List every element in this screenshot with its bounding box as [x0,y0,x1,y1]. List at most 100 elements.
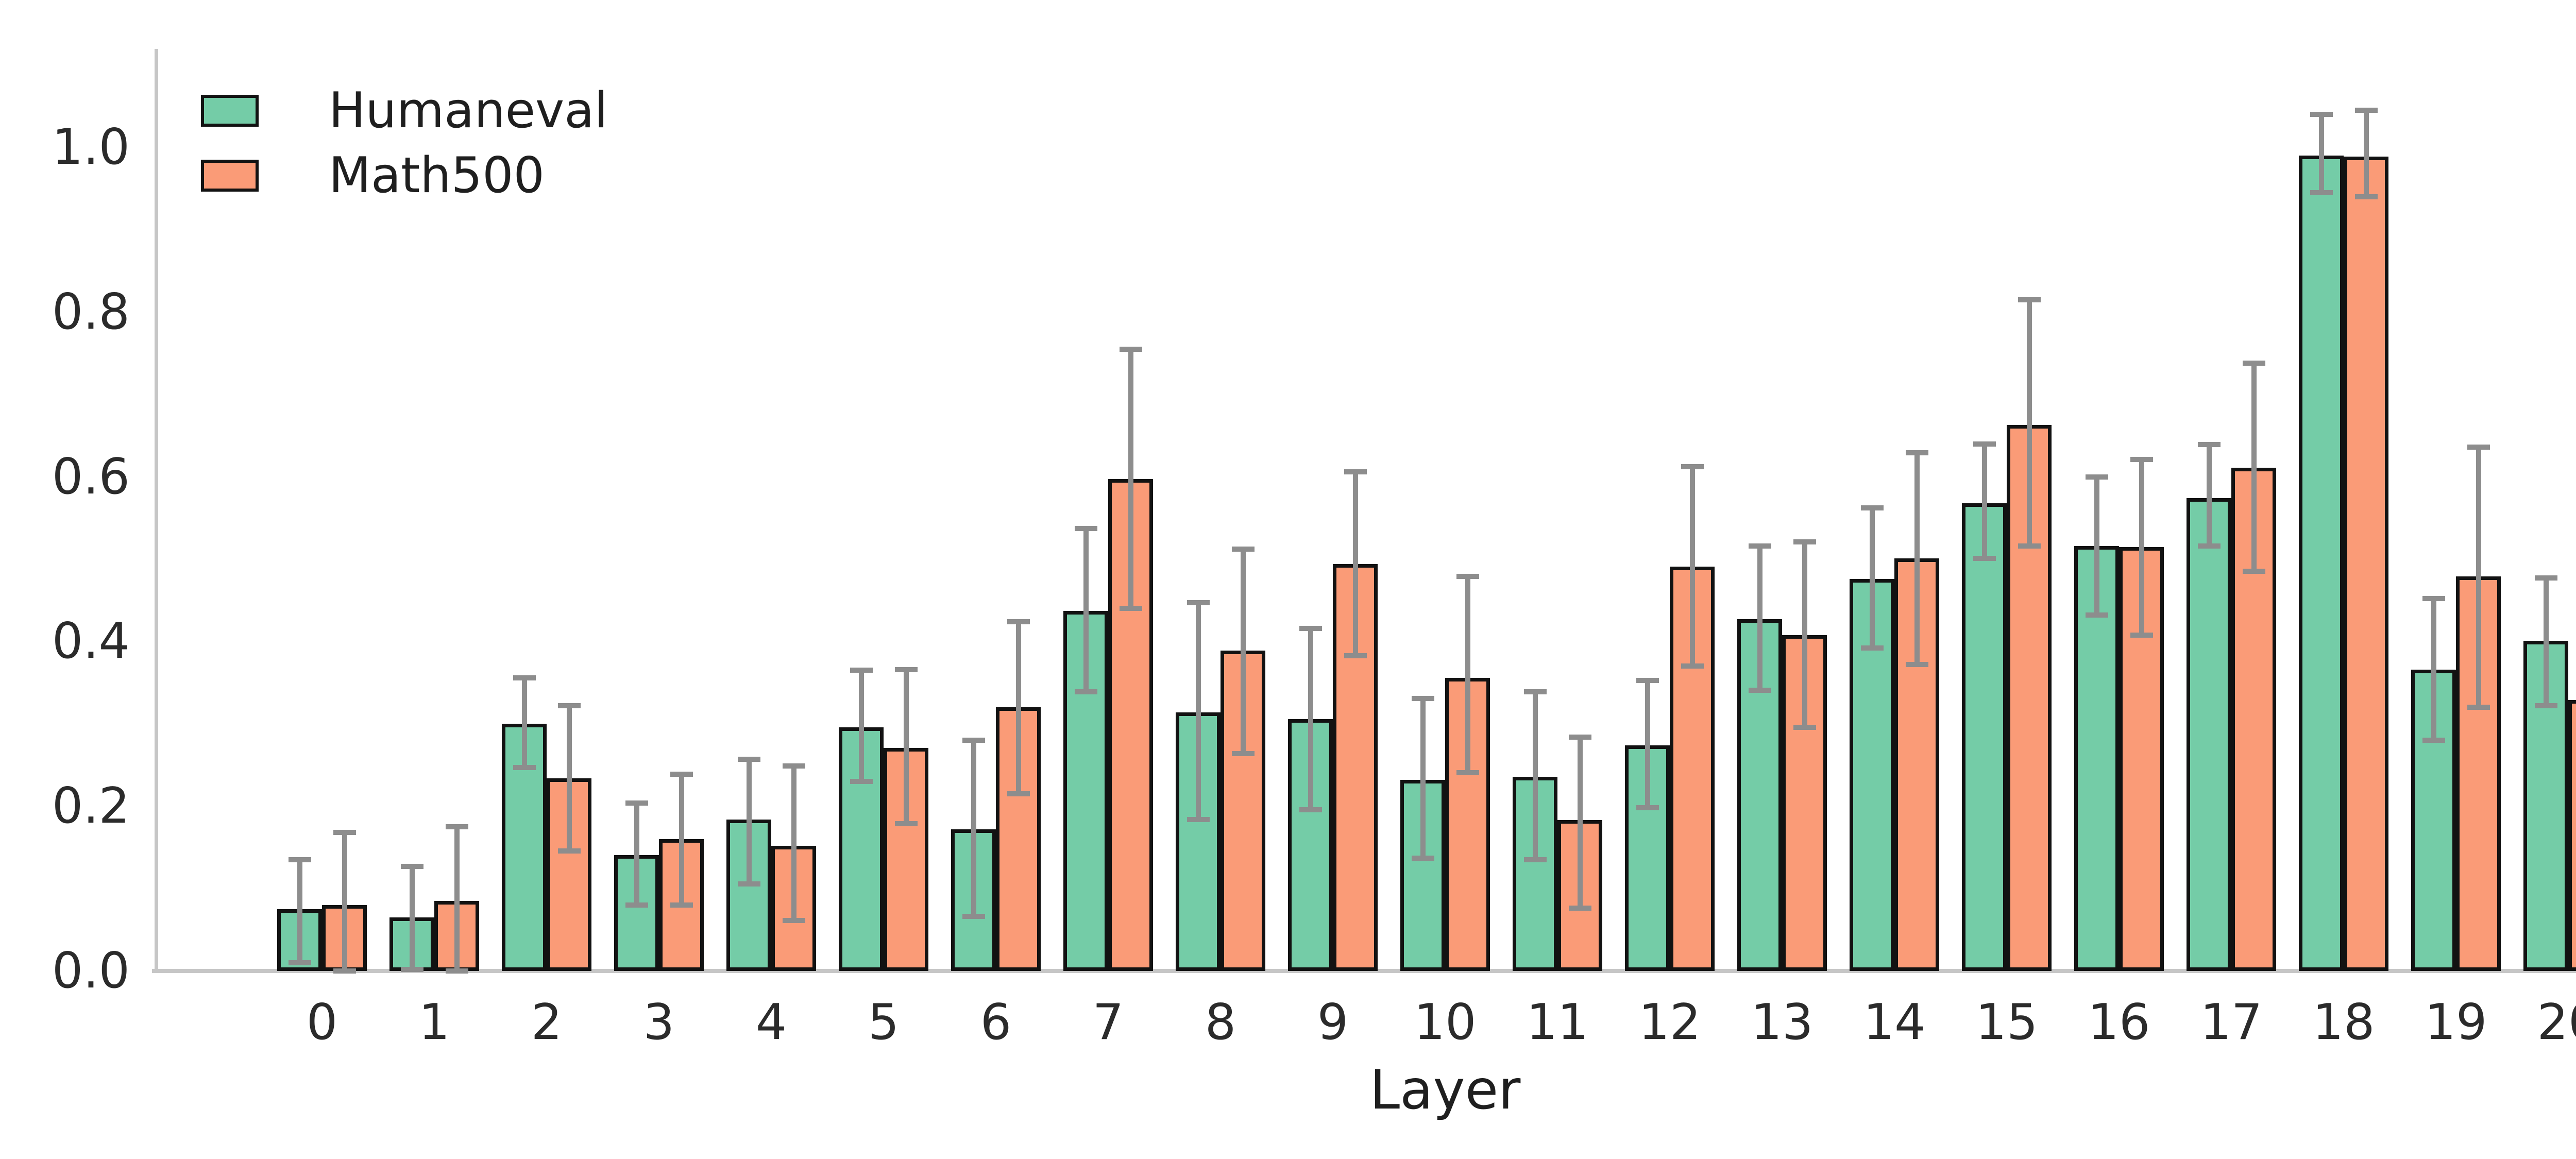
x-tick-label: 2 [531,994,563,1051]
error-bar-math500-layer-0 [342,832,347,971]
x-tick-label: 7 [1092,994,1124,1051]
error-bar-math500-layer-12 [1689,467,1695,667]
y-tick-label: 0.6 [52,448,130,505]
error-bar-humaneval-layer-12 [1645,680,1650,808]
error-bar-cap [2467,445,2490,450]
bar-humaneval-layer-17 [2187,498,2231,971]
error-bar-cap [670,771,693,777]
x-tick-label: 13 [1751,994,1814,1051]
error-bar-math500-layer-13 [1802,541,1807,727]
error-bar-humaneval-layer-20 [2543,578,2549,706]
error-bar-math500-layer-7 [1128,349,1133,609]
error-bar-humaneval-layer-18 [2318,114,2324,193]
error-bar-cap [625,800,648,806]
error-bar-cap [1344,653,1367,658]
x-tick-label: 19 [2425,994,2487,1051]
error-bar-cap [400,966,423,972]
error-bar-cap [1973,441,1996,447]
error-bar-humaneval-layer-17 [2206,445,2212,546]
error-bar-cap [1456,574,1479,580]
error-bar-cap [2310,190,2333,195]
error-bar-humaneval-layer-14 [1869,508,1875,649]
error-bar-cap [1681,663,1704,669]
error-bar-cap [1074,526,1097,532]
error-bar-cap [1860,505,1884,511]
error-bar-cap [782,918,805,924]
error-bar-humaneval-layer-19 [2431,599,2436,741]
error-bar-cap [737,757,760,762]
x-tick-label: 4 [755,994,787,1051]
error-bar-cap [1411,695,1434,701]
error-bar-cap [1793,724,1816,730]
error-bar-math500-layer-2 [566,706,572,851]
error-bar-humaneval-layer-0 [297,860,302,963]
error-bar-humaneval-layer-11 [1532,691,1538,860]
error-bar-cap [1299,625,1322,631]
error-bar-math500-layer-5 [903,669,909,824]
error-bar-math500-layer-15 [2026,299,2032,546]
error-bar-cap [1074,689,1097,694]
error-bar-cap [2467,705,2490,710]
y-tick-label: 0.4 [52,613,130,670]
x-tick-label: 12 [1638,994,1701,1051]
error-bar-cap [1299,807,1322,812]
x-tick-label: 20 [2537,994,2576,1051]
error-bar-humaneval-layer-15 [1981,444,1987,558]
error-bar-humaneval-layer-7 [1083,529,1089,692]
error-bar-math500-layer-17 [2251,363,2257,572]
error-bar-cap [557,848,581,854]
error-bar-cap [1456,770,1479,775]
bar-math500-layer-12 [1670,566,1715,971]
error-bar-math500-layer-1 [454,827,460,971]
bar-math500-layer-8 [1221,651,1265,971]
error-bar-cap [2197,543,2221,549]
error-bar-cap [1905,662,1928,668]
humaneval-swatch-icon [201,95,259,127]
error-bar-cap [557,703,581,709]
error-bar-cap [2354,108,2378,113]
y-tick-label: 0.2 [52,778,130,835]
bar-humaneval-layer-5 [839,727,884,971]
x-tick-label: 14 [1863,994,1926,1051]
error-bar-cap [2242,360,2265,366]
error-bar-humaneval-layer-16 [2094,476,2099,616]
x-tick-label: 3 [643,994,675,1051]
error-bar-math500-layer-6 [1015,622,1021,794]
error-bar-cap [513,675,536,680]
error-bar-cap [1681,464,1704,470]
error-bar-math500-layer-4 [791,765,796,921]
error-bar-humaneval-layer-6 [971,740,976,917]
error-bar-cap [445,824,468,830]
error-bar-cap [2085,612,2108,618]
error-bar-cap [445,968,468,974]
error-bar-cap [1411,855,1434,861]
error-bar-cap [288,857,311,863]
error-bar-humaneval-layer-1 [409,866,415,969]
x-tick-label: 1 [418,994,450,1051]
legend-label: Humaneval [329,82,608,139]
legend-item-humaneval: Humaneval [201,78,608,143]
error-bar-cap [2422,738,2445,743]
x-axis-title: Layer [1369,1059,1521,1121]
error-bar-cap [1187,600,1210,606]
y-tick-label: 0.0 [52,943,130,999]
y-tick-label: 0.8 [52,283,130,340]
x-tick-label: 11 [1526,994,1589,1051]
plot-area [157,0,2576,974]
error-bar-humaneval-layer-9 [1308,628,1313,810]
error-bar-cap [2130,632,2153,638]
error-bar-cap [894,667,918,672]
error-bar-cap [737,881,760,887]
error-bar-math500-layer-8 [1240,549,1246,754]
error-bar-cap [2242,569,2265,574]
error-bar-humaneval-layer-10 [1420,698,1426,858]
error-bar-cap [1636,805,1659,811]
error-bar-cap [850,668,873,673]
error-bar-cap [1007,791,1030,797]
x-tick-label: 0 [306,994,338,1051]
error-bar-cap [782,763,805,769]
error-bar-cap [2018,543,2041,549]
error-bar-math500-layer-3 [679,774,684,906]
y-tick-label: 1.0 [52,119,130,176]
